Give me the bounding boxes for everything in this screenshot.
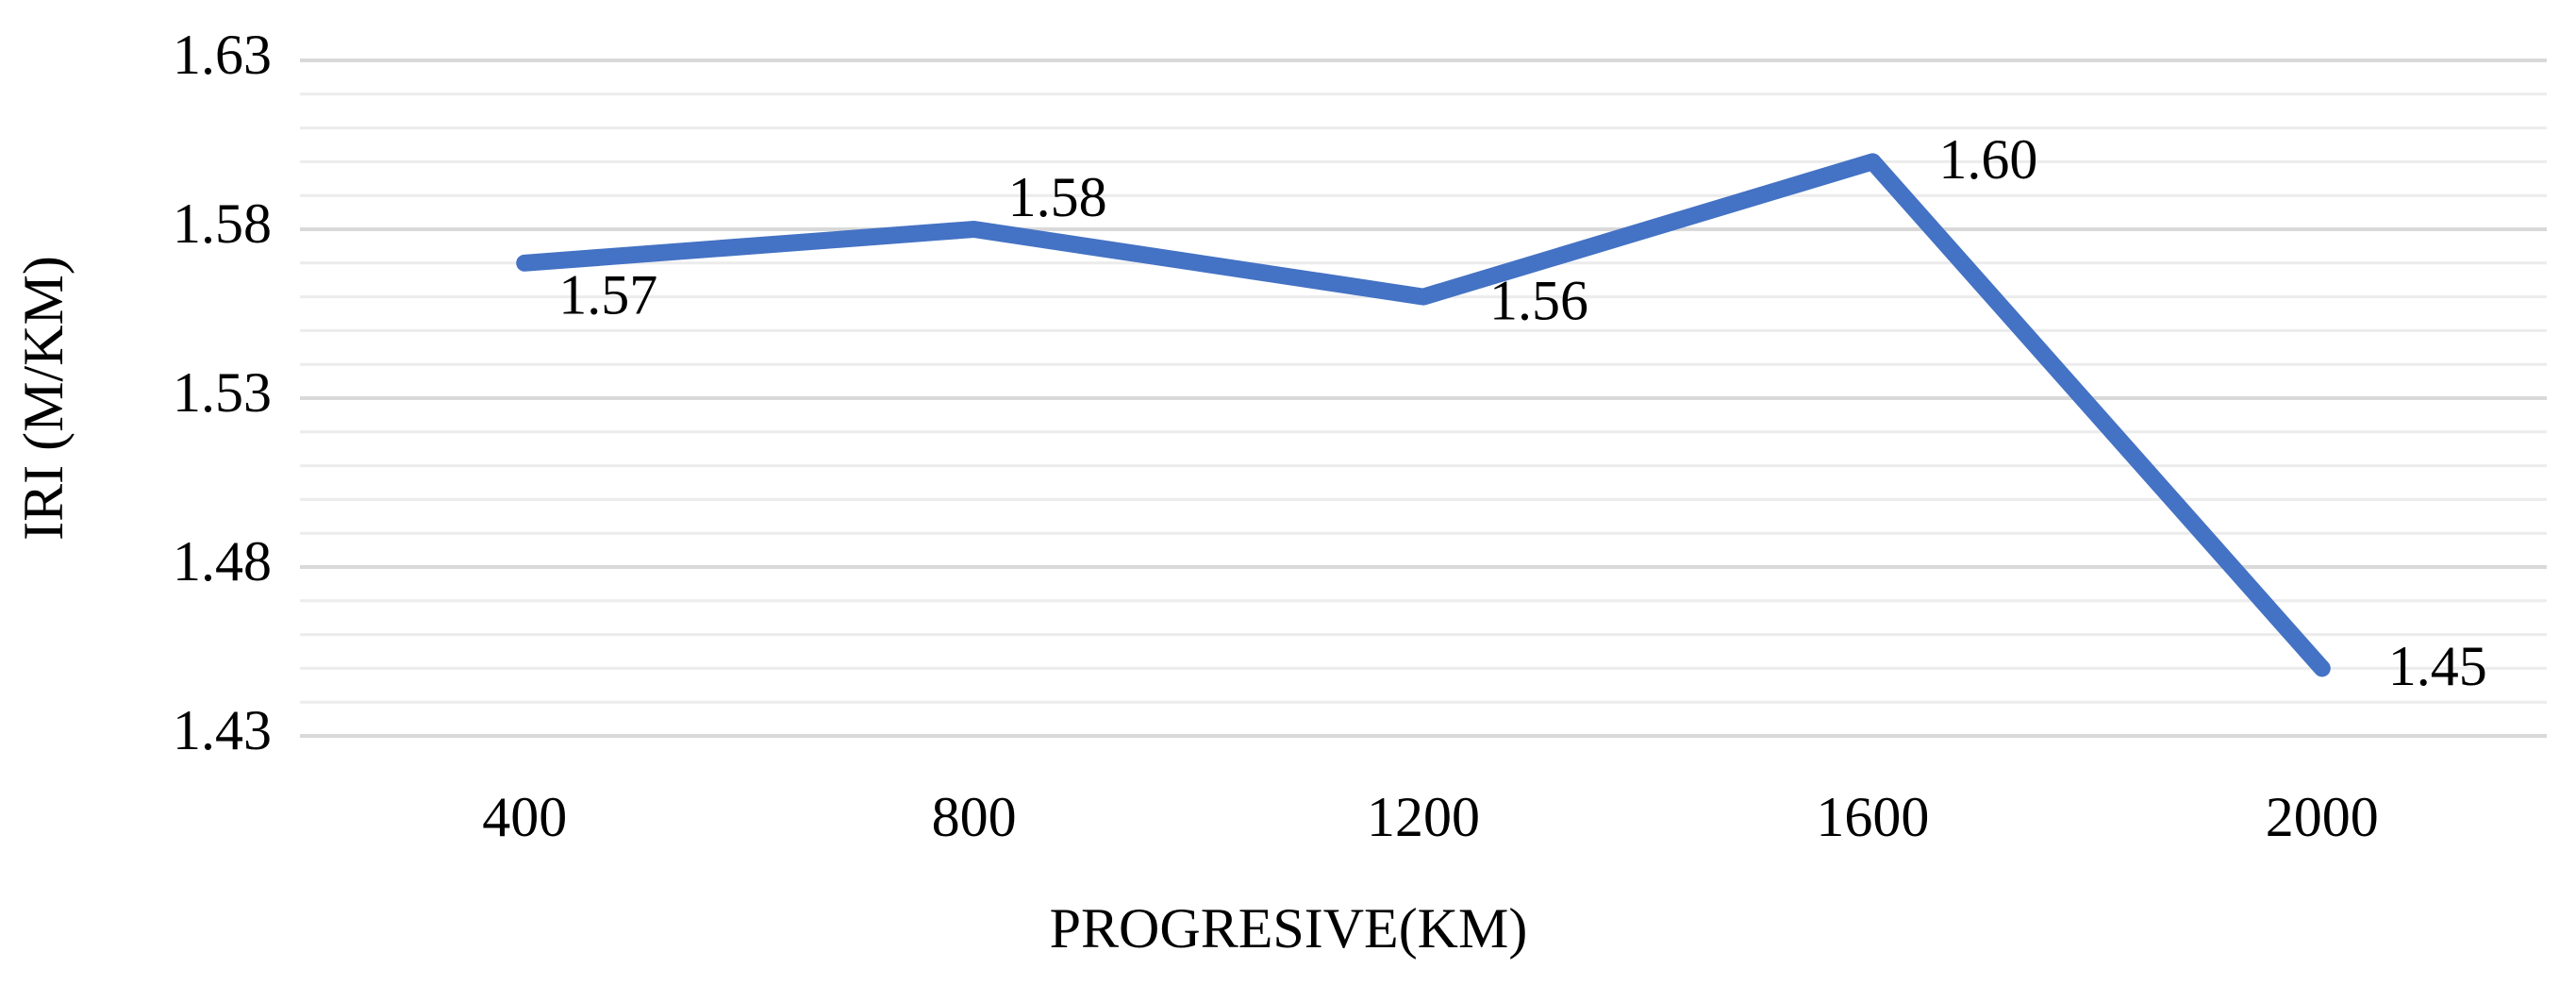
y-tick-label: 1.63	[173, 24, 272, 86]
data-label: 1.45	[2388, 635, 2487, 697]
x-tick-label: 1200	[1367, 786, 1480, 848]
x-axis-title: PROGRESIVE(KM)	[1050, 897, 1528, 960]
data-label: 1.58	[1008, 166, 1107, 228]
x-tick-label: 2000	[2266, 786, 2379, 848]
x-tick-label: 400	[482, 786, 567, 848]
y-tick-label: 1.43	[173, 699, 272, 761]
x-tick-label: 800	[932, 786, 1017, 848]
y-axis-title: IRI (M/KM)	[12, 256, 75, 541]
data-line	[516, 153, 2331, 677]
y-tick-label: 1.53	[173, 361, 272, 424]
data-label: 1.56	[1489, 269, 1588, 331]
data-label: 1.60	[1938, 128, 2037, 191]
data-label: 1.57	[558, 264, 657, 326]
x-tick-label: 1600	[1816, 786, 1929, 848]
y-tick-label: 1.48	[173, 530, 272, 593]
y-tick-label: 1.58	[173, 192, 272, 255]
